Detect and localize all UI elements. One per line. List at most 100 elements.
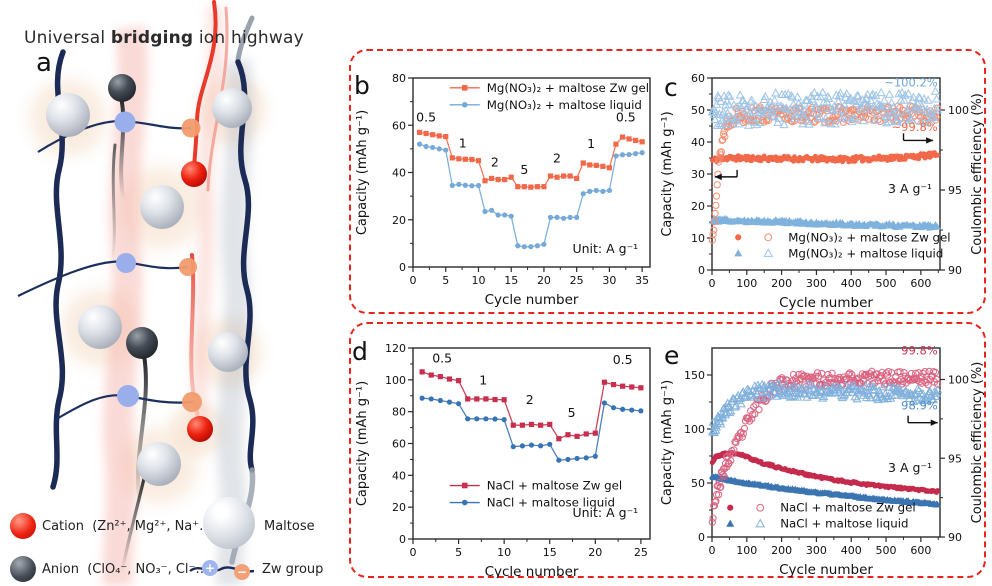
svg-text:+: + — [205, 561, 215, 575]
svg-text:Capacity (mAh g⁻¹): Capacity (mAh g⁻¹) — [355, 381, 370, 506]
svg-text:95: 95 — [948, 452, 962, 465]
svg-text:40: 40 — [691, 136, 705, 149]
svg-text:Mg(NO₃)₂ + maltose liquid: Mg(NO₃)₂ + maltose liquid — [487, 98, 642, 112]
svg-text:d: d — [352, 337, 368, 366]
svg-text:5: 5 — [520, 162, 528, 177]
svg-text:Capacity (mAh g⁻¹): Capacity (mAh g⁻¹) — [660, 111, 675, 236]
svg-text:1: 1 — [587, 136, 595, 151]
svg-text:Capacity (mAh g⁻¹): Capacity (mAh g⁻¹) — [660, 380, 675, 505]
svg-text:0.5: 0.5 — [432, 350, 452, 365]
svg-text:500: 500 — [876, 544, 897, 557]
svg-text:0: 0 — [410, 546, 417, 559]
svg-text:90: 90 — [948, 264, 962, 277]
svg-text:3 A g⁻¹: 3 A g⁻¹ — [888, 181, 932, 196]
cation-sphere-icon — [10, 513, 36, 539]
svg-text:80: 80 — [392, 72, 406, 85]
svg-text:e: e — [664, 341, 679, 370]
svg-text:10: 10 — [497, 546, 511, 559]
svg-text:200: 200 — [771, 544, 792, 557]
svg-text:Cycle number: Cycle number — [485, 564, 579, 578]
svg-text:400: 400 — [841, 277, 862, 290]
svg-text:0: 0 — [698, 531, 705, 544]
svg-text:Cycle number: Cycle number — [779, 562, 873, 578]
svg-text:2: 2 — [526, 392, 534, 407]
svg-text:60: 60 — [392, 119, 406, 132]
svg-text:95: 95 — [948, 184, 962, 197]
svg-text:15: 15 — [504, 274, 518, 287]
svg-text:30: 30 — [691, 168, 705, 181]
svg-text:Capacity (mAh g⁻¹): Capacity (mAh g⁻¹) — [355, 110, 370, 235]
svg-text:0: 0 — [399, 533, 406, 546]
svg-text:10: 10 — [471, 274, 485, 287]
cation-legend: Cation (Zn²⁺, Mg²⁺, Na⁺…) — [42, 519, 218, 534]
svg-text:0: 0 — [709, 277, 716, 290]
svg-text:15: 15 — [543, 546, 557, 559]
svg-text:40: 40 — [392, 167, 406, 180]
anion-legend: Anion (ClO₄⁻, NO₃⁻, Cl⁻…) — [42, 562, 214, 577]
svg-text:98.9%: 98.9% — [901, 398, 938, 412]
ion-spheres — [108, 74, 213, 442]
anion-sphere-icon — [10, 556, 36, 582]
svg-text:0: 0 — [399, 261, 406, 274]
svg-text:400: 400 — [841, 544, 862, 557]
svg-text:30: 30 — [602, 274, 616, 287]
svg-text:600: 600 — [910, 544, 931, 557]
svg-text:NaCl + maltose Zw gel: NaCl + maltose Zw gel — [780, 501, 915, 515]
svg-text:1: 1 — [479, 373, 487, 388]
svg-text:0.5: 0.5 — [616, 110, 636, 125]
svg-text:20: 20 — [392, 214, 406, 227]
svg-text:50: 50 — [691, 477, 705, 490]
svg-text:Cycle number: Cycle number — [779, 295, 873, 311]
svg-text:500: 500 — [876, 277, 897, 290]
maltose-sphere-icon — [203, 497, 255, 549]
zw-group-legend: Zw group — [262, 562, 324, 577]
svg-text:100: 100 — [684, 423, 705, 436]
svg-text:50: 50 — [691, 104, 705, 117]
svg-text:20: 20 — [588, 546, 602, 559]
svg-text:2: 2 — [491, 154, 499, 169]
svg-text:100: 100 — [385, 374, 406, 387]
svg-text:−: − — [237, 565, 247, 579]
svg-text:20: 20 — [392, 501, 406, 514]
svg-text:b: b — [354, 71, 370, 100]
svg-text:Cycle number: Cycle number — [485, 292, 579, 308]
svg-text:10: 10 — [691, 232, 705, 245]
svg-text:40: 40 — [392, 469, 406, 482]
svg-text:0.5: 0.5 — [613, 352, 633, 367]
chart-mg-cycling: c 0 100 200 300 400 500 600 0 10 20 30 40 50 60 90 95 100… — [660, 72, 985, 311]
maltose-legend: Maltose — [264, 519, 315, 534]
svg-text:100: 100 — [948, 374, 969, 387]
svg-text:2: 2 — [553, 150, 561, 165]
svg-text:0: 0 — [410, 274, 417, 287]
svg-text:Mg(NO₃)₂ + maltose liquid: Mg(NO₃)₂ + maltose liquid — [788, 246, 943, 260]
svg-text:Coulombic efficiency (%): Coulombic efficiency (%) — [970, 93, 985, 255]
svg-text:99.8%: 99.8% — [901, 344, 938, 358]
svg-text:NaCl + maltose liquid: NaCl + maltose liquid — [487, 496, 615, 510]
svg-text:0: 0 — [709, 544, 716, 557]
svg-text:Mg(NO₃)₂ + maltose Zw gel: Mg(NO₃)₂ + maltose Zw gel — [788, 230, 950, 244]
svg-text:90: 90 — [948, 531, 962, 544]
svg-text:25: 25 — [634, 546, 648, 559]
svg-text:Mg(NO₃)₂ + maltose Zw gel: Mg(NO₃)₂ + maltose Zw gel — [487, 81, 649, 95]
svg-text:Coulombic efficiency (%): Coulombic efficiency (%) — [970, 362, 985, 524]
svg-text:300: 300 — [806, 277, 827, 290]
svg-text:5: 5 — [442, 274, 449, 287]
svg-text:Unit: A g⁻¹: Unit: A g⁻¹ — [572, 505, 638, 520]
svg-text:120: 120 — [385, 342, 406, 355]
svg-text:100: 100 — [948, 104, 969, 117]
ion-highway-illustration — [12, 0, 282, 586]
svg-text:1: 1 — [459, 136, 467, 151]
chart-na-cycling: e 0 100 200 300 400 500 600 0 50 100 150 90 95 100 Cycl… — [660, 341, 985, 578]
svg-text:c: c — [664, 73, 678, 102]
zw-groups — [114, 111, 202, 412]
svg-text:80: 80 — [392, 406, 406, 419]
svg-text:60: 60 — [392, 438, 406, 451]
svg-text:20: 20 — [691, 200, 705, 213]
svg-text:NaCl + maltose liquid: NaCl + maltose liquid — [780, 517, 908, 531]
svg-text:Unit: A g⁻¹: Unit: A g⁻¹ — [572, 241, 638, 256]
svg-text:35: 35 — [635, 274, 649, 287]
svg-text:~100.2%: ~100.2% — [884, 76, 938, 90]
